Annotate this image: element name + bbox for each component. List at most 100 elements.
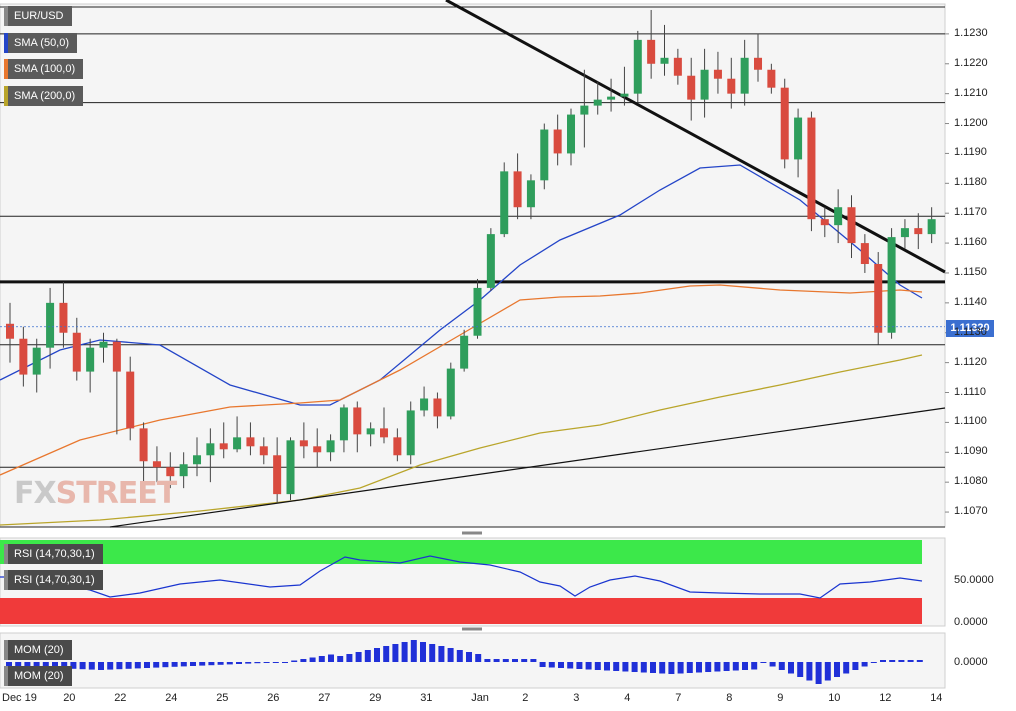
- candle-body: [647, 39, 656, 64]
- mom-bar: [364, 650, 371, 662]
- mom-bar: [116, 662, 123, 670]
- candle-body: [112, 341, 121, 372]
- x-tick-label: 14: [930, 692, 943, 704]
- candle-body: [834, 207, 843, 226]
- legend-sma100[interactable]: SMA (100,0): [4, 59, 84, 79]
- x-tick-label: 24: [165, 692, 178, 704]
- mom-bar: [171, 662, 178, 667]
- mom-bar: [898, 660, 905, 662]
- y-tick-label: 1.1200: [954, 116, 988, 129]
- watermark-street: STREET: [55, 476, 178, 511]
- mom-bar: [88, 662, 95, 670]
- x-tick-label: Dec 19: [2, 692, 37, 704]
- mom-bar: [650, 662, 656, 673]
- candle-body: [420, 398, 429, 411]
- legend-sma200[interactable]: SMA (200,0): [4, 86, 84, 106]
- current-price-tag: 1.11320: [946, 320, 994, 337]
- mom-bar: [502, 659, 509, 662]
- candle-body: [900, 228, 909, 238]
- candle-body: [580, 105, 589, 115]
- sma50-line: [0, 164, 923, 406]
- mom-bar: [447, 648, 454, 662]
- mom-bar: [236, 662, 242, 664]
- candle-body: [353, 407, 362, 435]
- mom-bar: [217, 662, 224, 665]
- mom-bar: [153, 662, 160, 668]
- y-tick-label: 1.1100: [954, 415, 987, 428]
- candle-body: [713, 69, 722, 79]
- mom-bar: [401, 642, 408, 662]
- mom-bar: [861, 662, 868, 667]
- mom-bar: [291, 660, 298, 662]
- mom-bar: [208, 662, 215, 666]
- mom-bar: [52, 662, 58, 668]
- mom-bar: [788, 662, 794, 674]
- y-tick-label: 1.1180: [954, 176, 987, 189]
- mom-bar: [594, 662, 601, 670]
- candle-body: [794, 117, 803, 160]
- candle-body: [99, 341, 108, 348]
- candle-body: [59, 302, 68, 333]
- candle-body: [727, 78, 736, 94]
- candle-body: [299, 440, 308, 447]
- mom-bar: [870, 662, 877, 663]
- mom-bar: [70, 662, 77, 669]
- mom-bar: [576, 662, 583, 669]
- candle-body: [687, 75, 696, 100]
- candle-body: [914, 228, 923, 235]
- candle-body: [660, 57, 669, 64]
- mom-bar: [392, 644, 399, 662]
- mom-bar: [125, 662, 132, 669]
- candle-body: [179, 464, 188, 477]
- mom-bar: [558, 662, 564, 668]
- mom-bar: [180, 662, 187, 667]
- candle-body: [607, 96, 616, 100]
- legend-rsi-1[interactable]: RSI (14,70,30,1): [4, 544, 103, 564]
- mom-bar: [907, 660, 914, 662]
- rsi-oversold-zone: [0, 598, 922, 624]
- x-tick-label: 26: [267, 692, 280, 704]
- mom-bar: [410, 640, 417, 662]
- legend-mom-1[interactable]: MOM (20): [4, 640, 72, 660]
- mom-bar: [493, 659, 500, 662]
- legend-sma50[interactable]: SMA (50,0): [4, 33, 78, 53]
- mom-bar: [824, 662, 831, 681]
- mom-bar: [263, 662, 270, 663]
- mom-bar: [438, 646, 445, 662]
- legend-rsi-2[interactable]: RSI (14,70,30,1): [4, 570, 103, 590]
- candle-body: [166, 467, 175, 477]
- mom-bar: [429, 644, 436, 662]
- mom-bar: [604, 662, 610, 671]
- x-tick-label: 31: [420, 692, 433, 704]
- candle-body: [820, 219, 829, 226]
- mom-bar: [144, 662, 150, 668]
- mom-bar: [484, 659, 491, 662]
- mom-bar: [254, 662, 261, 664]
- mom-bar: [705, 662, 712, 672]
- mom-bar: [24, 662, 31, 667]
- candle-body: [473, 287, 482, 336]
- legend-symbol[interactable]: EUR/USD: [4, 6, 72, 26]
- legend-mom-2[interactable]: MOM (20): [4, 666, 72, 686]
- candle-body: [273, 455, 282, 495]
- candle-body: [486, 234, 495, 288]
- mom-bar: [677, 662, 684, 674]
- mom-bar: [337, 656, 344, 662]
- x-tick-label: 8: [726, 692, 733, 704]
- candle-body: [513, 171, 522, 208]
- candle-body: [393, 437, 402, 456]
- mom-bar: [631, 662, 638, 672]
- mom-bar: [806, 662, 813, 681]
- mom-bar: [815, 662, 822, 684]
- x-tick-label: 20: [63, 692, 76, 704]
- y-tick-label: 1.1090: [954, 445, 988, 458]
- x-tick-label: 2: [522, 692, 529, 704]
- candle-body: [339, 407, 348, 441]
- candle-body: [847, 207, 856, 244]
- mom-bar: [98, 662, 104, 670]
- candle-body: [620, 93, 629, 97]
- y-tick-label: 1.1070: [954, 505, 988, 518]
- mom-bar: [466, 652, 472, 662]
- rsi-tick-0: 0.0000: [954, 616, 988, 628]
